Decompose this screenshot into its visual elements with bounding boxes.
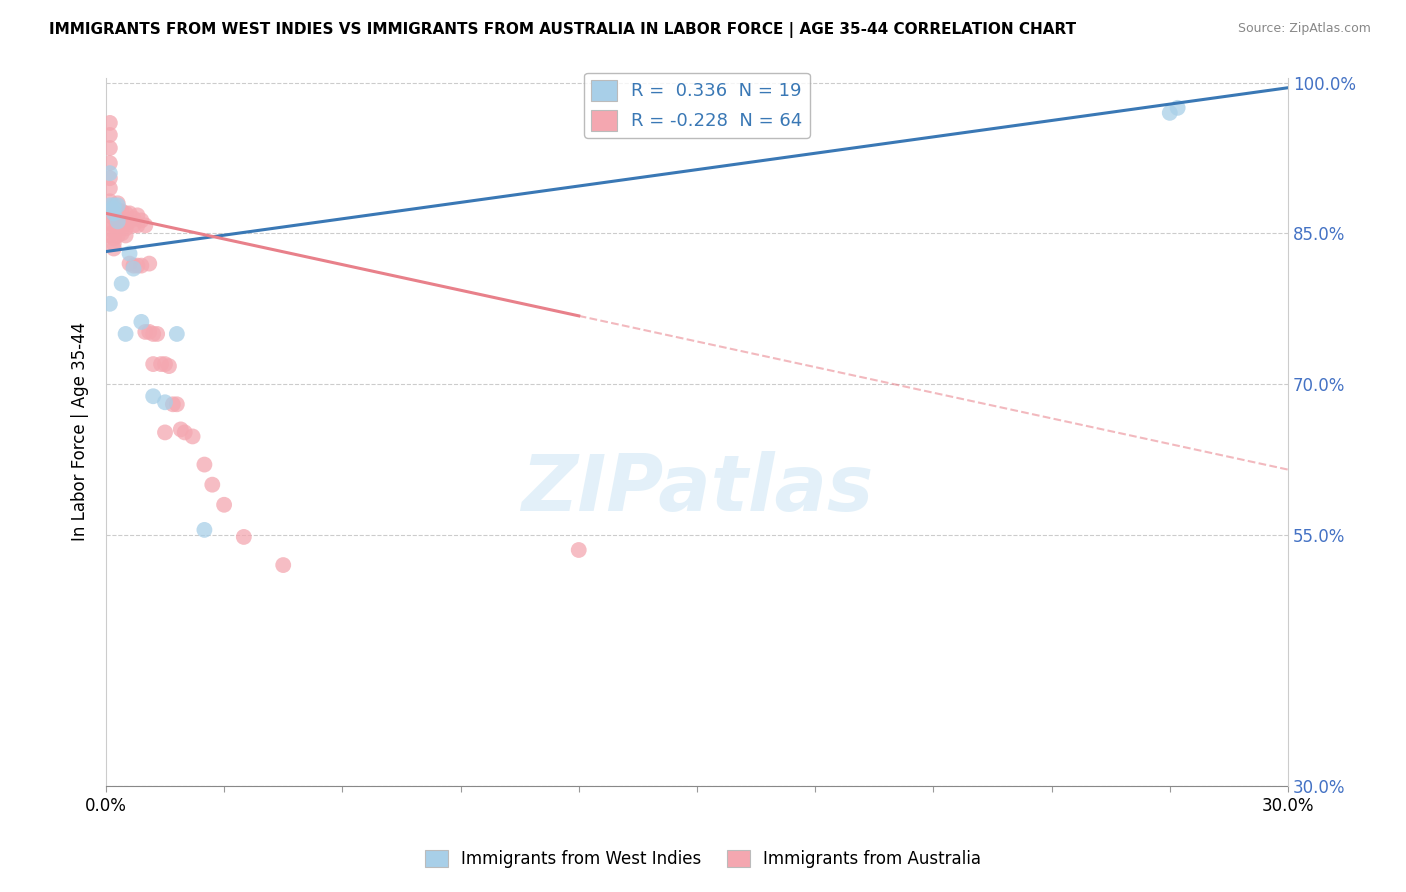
- Point: [98, 166, 121, 180]
- Point: [134, 219, 156, 233]
- Point: [142, 357, 165, 371]
- Point: [127, 219, 149, 233]
- Point: [153, 357, 176, 371]
- Legend: R =  0.336  N = 19, R = -0.228  N = 64: R = 0.336 N = 19, R = -0.228 N = 64: [585, 72, 810, 137]
- Point: [122, 219, 145, 233]
- Point: [107, 221, 129, 235]
- Point: [142, 326, 165, 341]
- Point: [98, 156, 121, 170]
- Point: [118, 206, 141, 220]
- Point: [122, 261, 145, 276]
- Point: [118, 257, 141, 271]
- Point: [111, 211, 134, 226]
- Point: [98, 194, 121, 209]
- Point: [98, 181, 121, 195]
- Point: [98, 228, 121, 243]
- Point: [103, 231, 125, 245]
- Point: [107, 203, 129, 218]
- Point: [118, 214, 141, 228]
- Point: [122, 259, 145, 273]
- Point: [127, 259, 149, 273]
- Point: [146, 326, 169, 341]
- Point: [103, 242, 125, 256]
- Point: [111, 204, 134, 219]
- Point: [131, 315, 153, 329]
- Point: [103, 202, 125, 216]
- Point: [103, 224, 125, 238]
- Point: [114, 228, 136, 243]
- Point: [114, 221, 136, 235]
- Point: [138, 325, 160, 339]
- Point: [103, 198, 125, 212]
- Point: [212, 498, 235, 512]
- Point: [107, 214, 129, 228]
- Point: [107, 198, 129, 212]
- Point: [107, 216, 129, 230]
- Point: [98, 198, 121, 212]
- Point: [271, 558, 294, 572]
- Point: [150, 357, 173, 371]
- Point: [134, 325, 156, 339]
- Point: [98, 216, 121, 230]
- Point: [127, 208, 149, 222]
- Point: [98, 128, 121, 142]
- Point: [131, 213, 153, 227]
- Point: [232, 530, 254, 544]
- Point: [111, 277, 134, 291]
- Point: [153, 395, 176, 409]
- Point: [193, 523, 215, 537]
- Point: [1159, 106, 1181, 120]
- Point: [98, 297, 121, 311]
- Point: [166, 397, 188, 411]
- Point: [166, 326, 188, 341]
- Point: [170, 422, 193, 436]
- Point: [107, 228, 129, 243]
- Point: [122, 211, 145, 226]
- Point: [98, 116, 121, 130]
- Point: [103, 202, 125, 216]
- Point: [107, 196, 129, 211]
- Point: [98, 204, 121, 219]
- Point: [111, 227, 134, 241]
- Point: [118, 246, 141, 260]
- Point: [568, 543, 591, 558]
- Point: [201, 477, 224, 491]
- Point: [103, 219, 125, 233]
- Point: [98, 171, 121, 186]
- Point: [103, 206, 125, 220]
- Text: ZIPatlas: ZIPatlas: [520, 450, 873, 526]
- Point: [114, 326, 136, 341]
- Point: [107, 210, 129, 224]
- Legend: Immigrants from West Indies, Immigrants from Australia: Immigrants from West Indies, Immigrants …: [418, 843, 988, 875]
- Point: [162, 397, 184, 411]
- Point: [114, 206, 136, 220]
- Point: [114, 213, 136, 227]
- Point: [173, 425, 195, 440]
- Text: Source: ZipAtlas.com: Source: ZipAtlas.com: [1237, 22, 1371, 36]
- Point: [181, 429, 204, 443]
- Point: [111, 219, 134, 233]
- Point: [131, 259, 153, 273]
- Point: [1167, 101, 1189, 115]
- Point: [193, 458, 215, 472]
- Text: IMMIGRANTS FROM WEST INDIES VS IMMIGRANTS FROM AUSTRALIA IN LABOR FORCE | AGE 35: IMMIGRANTS FROM WEST INDIES VS IMMIGRANT…: [49, 22, 1077, 38]
- Point: [142, 389, 165, 403]
- Point: [103, 211, 125, 226]
- Y-axis label: In Labor Force | Age 35-44: In Labor Force | Age 35-44: [72, 322, 89, 541]
- Point: [103, 236, 125, 251]
- Point: [138, 257, 160, 271]
- Point: [98, 141, 121, 155]
- Point: [153, 425, 176, 440]
- Point: [157, 359, 180, 373]
